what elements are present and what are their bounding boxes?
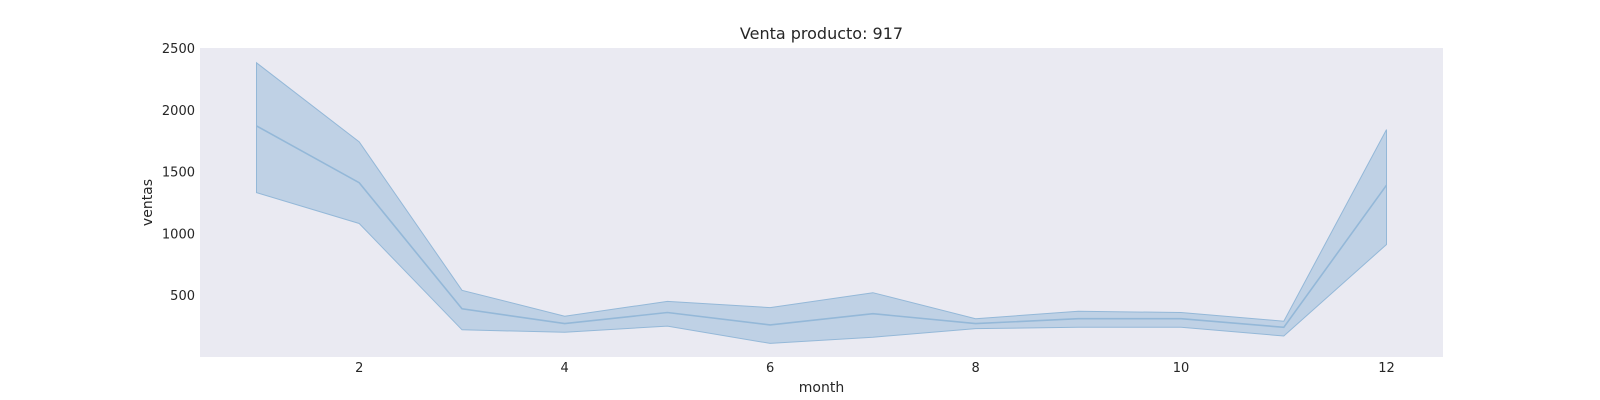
x-tick-label: 4	[561, 361, 569, 376]
x-tick-label: 6	[766, 361, 774, 376]
x-tick-label: 2	[355, 361, 363, 376]
x-tick-label: 12	[1378, 361, 1395, 376]
y-tick-label: 1500	[162, 166, 195, 181]
x-axis-label: month	[799, 380, 844, 396]
y-tick-label: 2000	[162, 104, 195, 119]
y-axis-label: ventas	[140, 179, 156, 226]
x-axis-ticks: 2 4 6 8 10 12	[355, 361, 1395, 376]
confidence-band	[256, 61, 1387, 344]
y-tick-label: 500	[170, 289, 195, 304]
y-tick-label: 1000	[162, 227, 195, 242]
chart-title: Venta producto: 917	[740, 24, 903, 43]
line-layer	[256, 125, 1388, 329]
x-tick-label: 8	[971, 361, 979, 376]
y-tick-label: 2500	[162, 42, 195, 57]
y-axis-ticks: 500 1000 1500 2000 2500	[162, 42, 195, 304]
x-tick-label: 10	[1173, 361, 1190, 376]
confidence-band-layer	[256, 61, 1387, 344]
mean-line	[256, 125, 1388, 329]
